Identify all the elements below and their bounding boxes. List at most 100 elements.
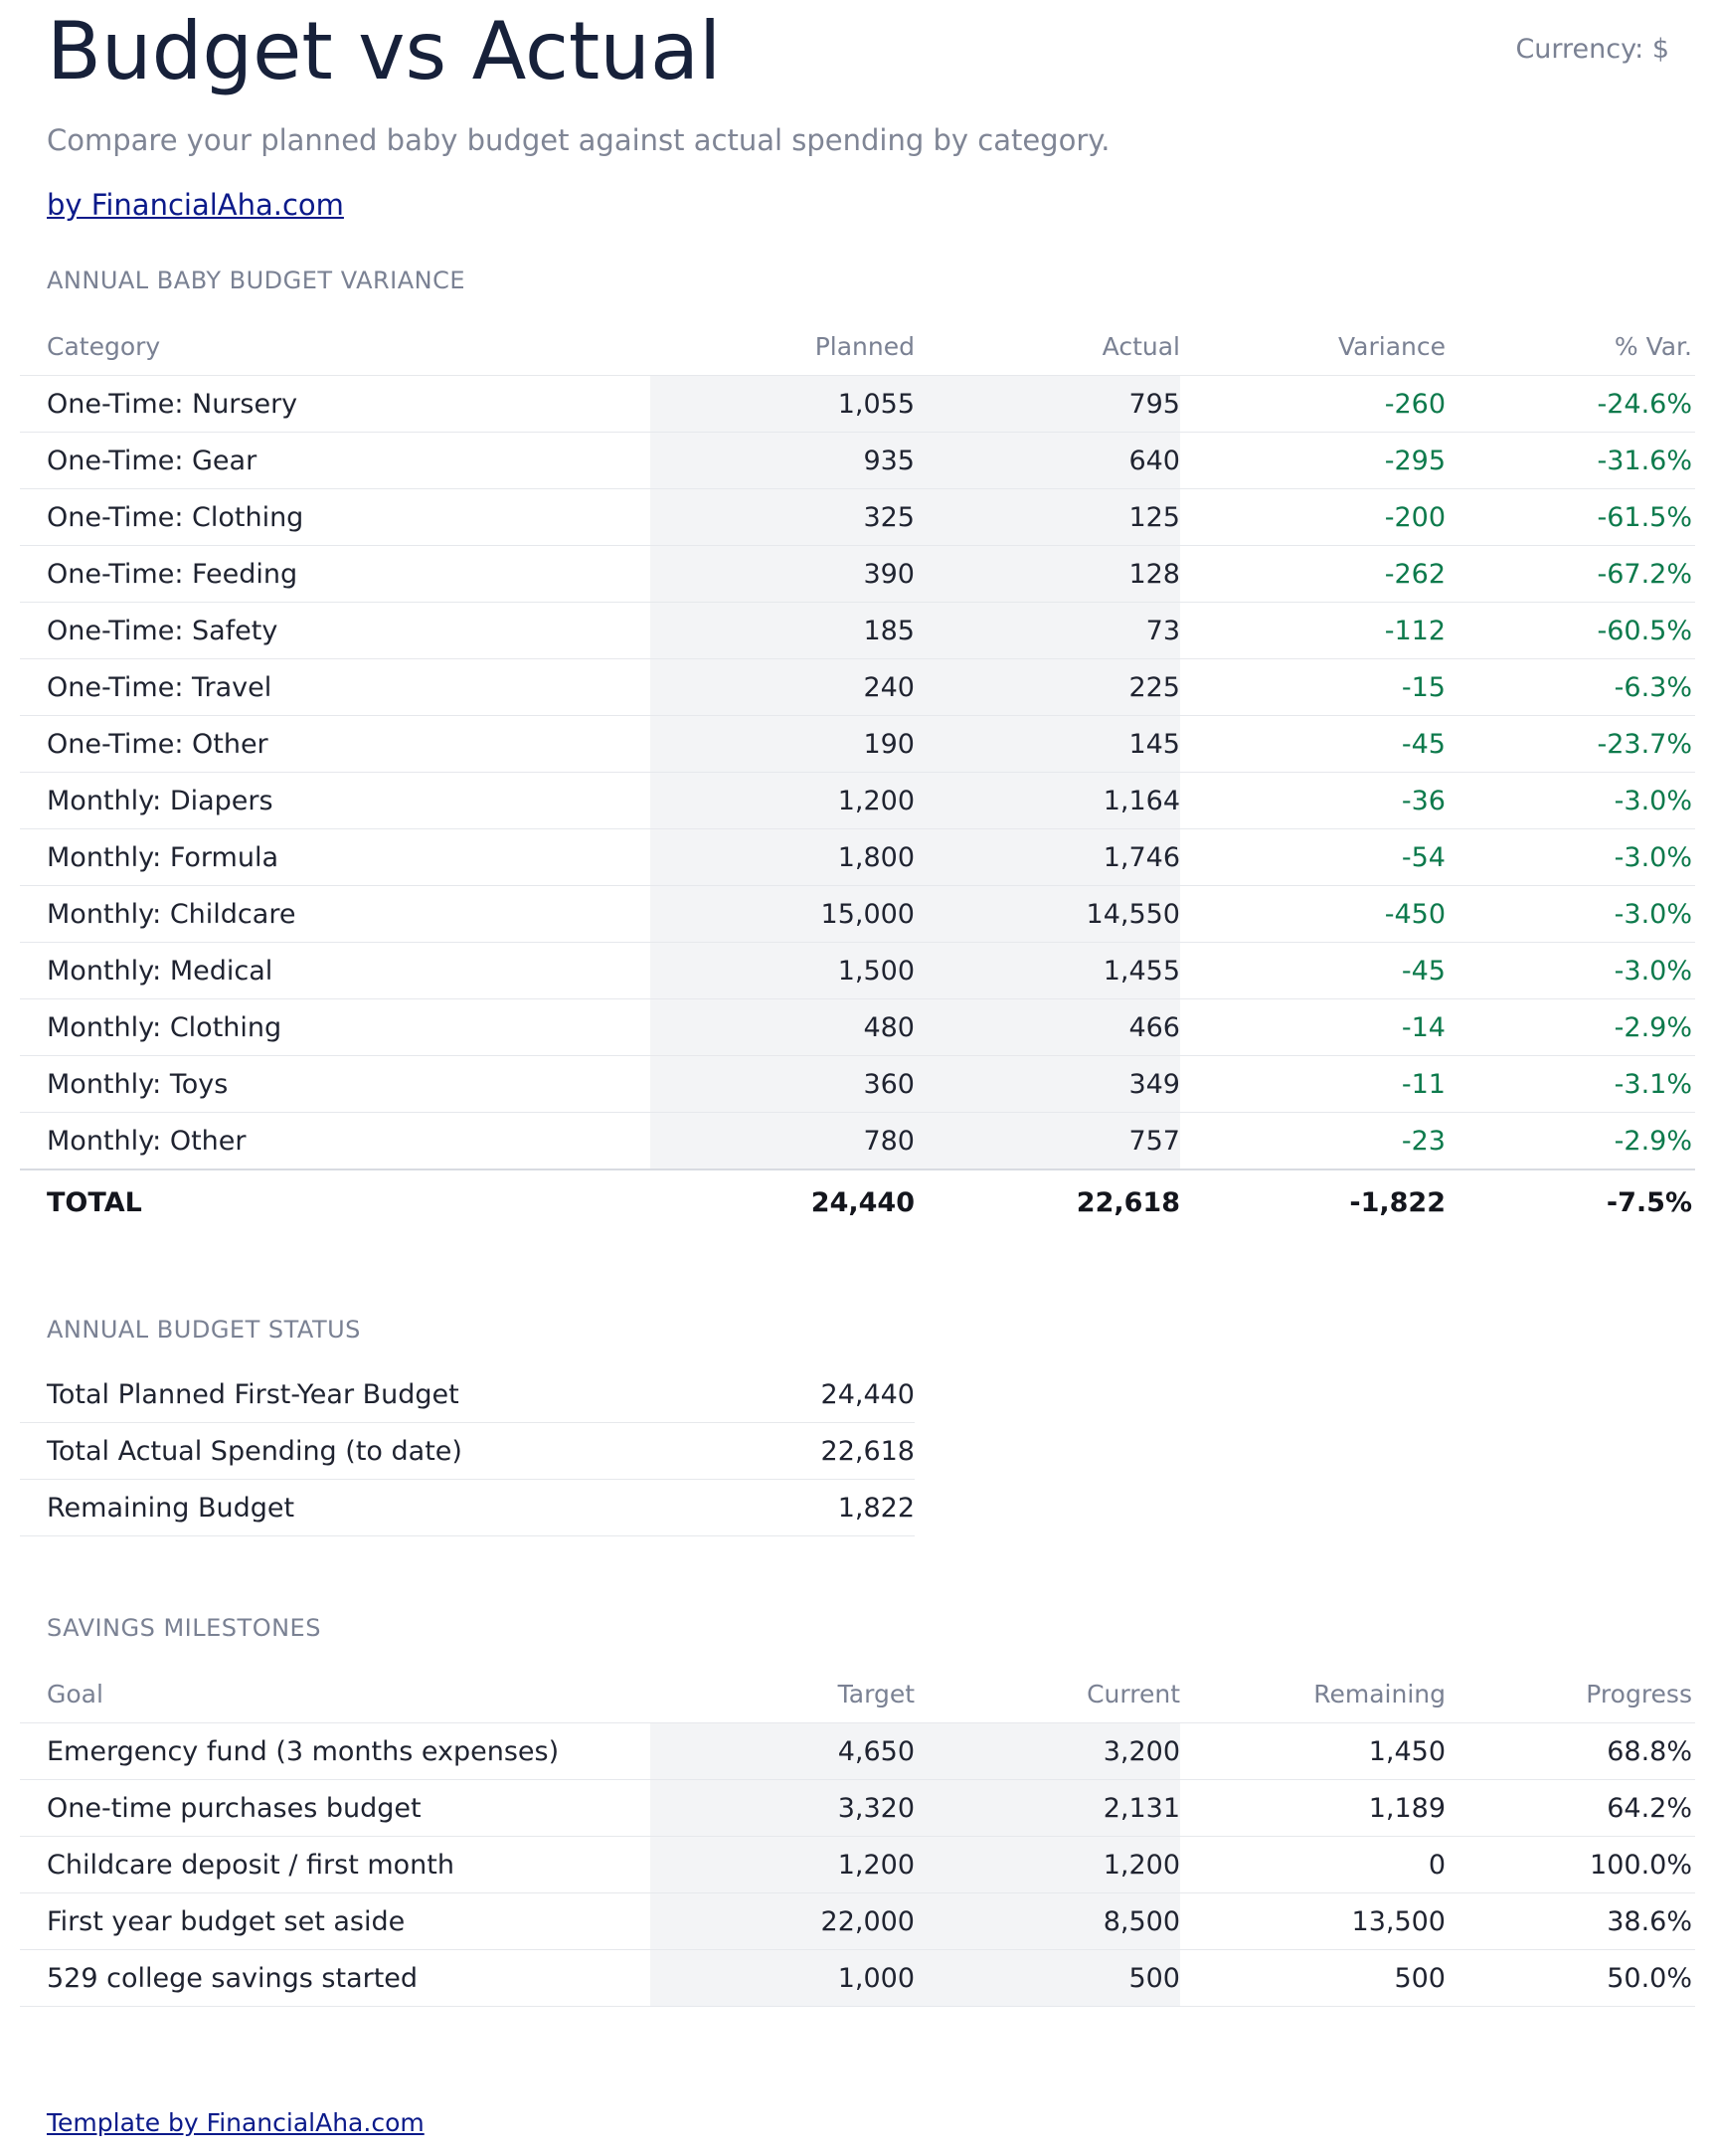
table-row: One-Time: Other 190 145 -45 -23.7% <box>20 715 1695 773</box>
table-row: Monthly: Clothing 480 466 -14 -2.9% <box>20 998 1695 1056</box>
progress-cell: 100.0% <box>1446 1836 1695 1893</box>
current-cell: 2,131 <box>915 1779 1180 1837</box>
planned-cell: 15,000 <box>650 885 915 943</box>
variance-cell: -15 <box>1180 658 1446 716</box>
pct-var-cell: -24.6% <box>1446 375 1695 433</box>
pct-var-cell: -60.5% <box>1446 602 1695 659</box>
status-value: 1,822 <box>650 1479 915 1536</box>
planned-cell: 1,055 <box>650 375 915 433</box>
current-cell: 1,200 <box>915 1836 1180 1893</box>
actual-cell: 640 <box>915 432 1180 489</box>
category-cell: Monthly: Toys <box>20 1055 650 1113</box>
planned-cell: 185 <box>650 602 915 659</box>
actual-cell: 14,550 <box>915 885 1180 943</box>
table-row: Monthly: Other 780 757 -23 -2.9% <box>20 1112 1695 1170</box>
actual-cell: 125 <box>915 488 1180 546</box>
variance-cell: -200 <box>1180 488 1446 546</box>
total-label: TOTAL <box>20 1168 650 1234</box>
column-header-goal: Goal <box>20 1666 650 1723</box>
status-table: Total Planned First-Year Budget 24,440 Tot… <box>20 1366 915 1536</box>
status-label: Remaining Budget <box>20 1479 650 1536</box>
pct-var-cell: -23.7% <box>1446 715 1695 773</box>
variance-cell: -23 <box>1180 1112 1446 1170</box>
planned-cell: 360 <box>650 1055 915 1113</box>
status-row: Total Actual Spending (to date) 22,618 <box>20 1422 915 1480</box>
actual-cell: 349 <box>915 1055 1180 1113</box>
table-row: One-Time: Feeding 390 128 -262 -67.2% <box>20 545 1695 603</box>
current-cell: 3,200 <box>915 1722 1180 1780</box>
target-cell: 3,320 <box>650 1779 915 1837</box>
variance-cell: -45 <box>1180 942 1446 999</box>
remaining-cell: 500 <box>1180 1949 1446 2007</box>
variance-table: Category Planned Actual Variance % Var. … <box>20 318 1695 1234</box>
planned-cell: 390 <box>650 545 915 603</box>
variance-cell: -54 <box>1180 828 1446 886</box>
category-cell: One-Time: Other <box>20 715 650 773</box>
variance-section-title: ANNUAL BABY BUDGET VARIANCE <box>47 267 466 294</box>
variance-total-row: TOTAL 24,440 22,618 -1,822 -7.5% <box>20 1168 1695 1234</box>
table-row: One-Time: Travel 240 225 -15 -6.3% <box>20 658 1695 716</box>
milestones-header-row: Goal Target Current Remaining Progress <box>20 1666 1695 1723</box>
table-row: One-Time: Safety 185 73 -112 -60.5% <box>20 602 1695 659</box>
target-cell: 4,650 <box>650 1722 915 1780</box>
page-title: Budget vs Actual <box>47 5 722 97</box>
byline-link[interactable]: by FinancialAha.com <box>47 188 344 222</box>
table-row: One-Time: Nursery 1,055 795 -260 -24.6% <box>20 375 1695 433</box>
column-header-planned: Planned <box>650 318 915 376</box>
actual-cell: 1,455 <box>915 942 1180 999</box>
progress-cell: 64.2% <box>1446 1779 1695 1837</box>
target-cell: 22,000 <box>650 1892 915 1950</box>
pct-var-cell: -3.0% <box>1446 885 1695 943</box>
pct-var-cell: -2.9% <box>1446 1112 1695 1170</box>
pct-var-cell: -61.5% <box>1446 488 1695 546</box>
goal-cell: Emergency fund (3 months expenses) <box>20 1722 650 1780</box>
table-row: Emergency fund (3 months expenses) 4,650 3… <box>20 1722 1695 1780</box>
progress-cell: 68.8% <box>1446 1722 1695 1780</box>
planned-cell: 1,200 <box>650 772 915 829</box>
total-variance: -1,822 <box>1180 1168 1446 1234</box>
column-header-category: Category <box>20 318 650 376</box>
status-row: Total Planned First-Year Budget 24,440 <box>20 1366 915 1423</box>
category-cell: Monthly: Other <box>20 1112 650 1170</box>
progress-cell: 50.0% <box>1446 1949 1695 2007</box>
column-header-progress: Progress <box>1446 1666 1695 1723</box>
variance-cell: -45 <box>1180 715 1446 773</box>
pct-var-cell: -2.9% <box>1446 998 1695 1056</box>
column-header-actual: Actual <box>915 318 1180 376</box>
table-row: One-time purchases budget 3,320 2,131 1,189… <box>20 1779 1695 1837</box>
variance-cell: -295 <box>1180 432 1446 489</box>
variance-cell: -262 <box>1180 545 1446 603</box>
milestones-section-title: SAVINGS MILESTONES <box>47 1614 321 1642</box>
pct-var-cell: -3.0% <box>1446 942 1695 999</box>
column-header-pct-var: % Var. <box>1446 318 1695 376</box>
variance-cell: -260 <box>1180 375 1446 433</box>
planned-cell: 240 <box>650 658 915 716</box>
status-value: 24,440 <box>650 1366 915 1423</box>
planned-cell: 190 <box>650 715 915 773</box>
actual-cell: 466 <box>915 998 1180 1056</box>
table-row: Childcare deposit / first month 1,200 1,20… <box>20 1836 1695 1893</box>
column-header-remaining: Remaining <box>1180 1666 1446 1723</box>
category-cell: Monthly: Childcare <box>20 885 650 943</box>
table-row: Monthly: Childcare 15,000 14,550 -450 -3.0% <box>20 885 1695 943</box>
footer-template-link[interactable]: Template by FinancialAha.com <box>47 2108 425 2137</box>
planned-cell: 1,800 <box>650 828 915 886</box>
category-cell: One-Time: Clothing <box>20 488 650 546</box>
category-cell: Monthly: Clothing <box>20 998 650 1056</box>
actual-cell: 757 <box>915 1112 1180 1170</box>
table-row: First year budget set aside 22,000 8,500 13… <box>20 1892 1695 1950</box>
category-cell: Monthly: Diapers <box>20 772 650 829</box>
planned-cell: 780 <box>650 1112 915 1170</box>
goal-cell: Childcare deposit / first month <box>20 1836 650 1893</box>
goal-cell: One-time purchases budget <box>20 1779 650 1837</box>
category-cell: One-Time: Nursery <box>20 375 650 433</box>
actual-cell: 73 <box>915 602 1180 659</box>
remaining-cell: 13,500 <box>1180 1892 1446 1950</box>
planned-cell: 325 <box>650 488 915 546</box>
table-row: Monthly: Formula 1,800 1,746 -54 -3.0% <box>20 828 1695 886</box>
variance-cell: -450 <box>1180 885 1446 943</box>
actual-cell: 128 <box>915 545 1180 603</box>
actual-cell: 1,746 <box>915 828 1180 886</box>
table-row: Monthly: Medical 1,500 1,455 -45 -3.0% <box>20 942 1695 999</box>
status-section-title: ANNUAL BUDGET STATUS <box>47 1316 361 1344</box>
